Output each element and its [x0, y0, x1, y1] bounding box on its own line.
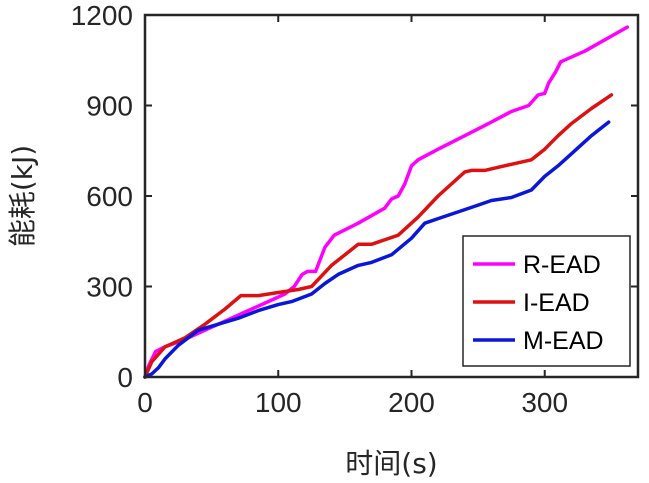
x-tick-label: 0	[137, 387, 153, 418]
tick-labels: 0 100 200 300 0 300 600 900 1200	[71, 0, 568, 418]
y-tick-label: 0	[117, 362, 133, 393]
series-line-m-ead	[143, 120, 611, 379]
series-layer	[143, 25, 630, 379]
ticks-layer	[144, 14, 638, 378]
series-line-i-ead	[143, 93, 614, 379]
x-tick-label: 200	[388, 387, 435, 418]
y-tick-label: 300	[86, 272, 133, 303]
y-tick-label: 600	[86, 181, 133, 212]
legend-label-r-ead: R-EAD	[523, 251, 601, 279]
x-tick-label: 100	[255, 387, 302, 418]
y-tick-label: 900	[86, 91, 133, 122]
x-tick-label: 300	[521, 387, 568, 418]
legend: R-EAD I-EAD M-EAD	[462, 235, 631, 367]
x-axis-title: 时间(s)	[345, 447, 437, 480]
y-axis-title: 能耗(kJ)	[6, 145, 39, 247]
legend-label-i-ead: I-EAD	[523, 289, 590, 317]
y-tick-label: 1200	[71, 0, 133, 31]
legend-label-m-ead: M-EAD	[523, 327, 604, 355]
